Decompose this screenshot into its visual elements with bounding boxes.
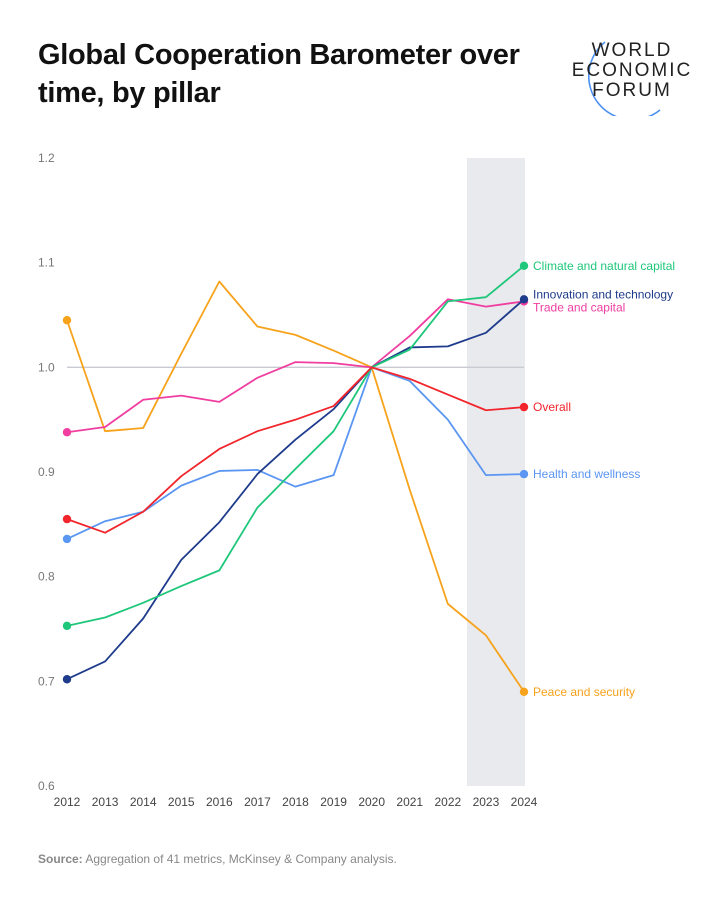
series-label: Innovation and technology — [533, 287, 673, 301]
x-tick-label: 2022 — [434, 795, 461, 809]
series-label: Overall — [533, 400, 571, 414]
shaded-region — [466, 158, 525, 786]
source-note: Source: Aggregation of 41 metrics, McKin… — [38, 852, 397, 866]
x-tick-label: 2024 — [511, 795, 538, 809]
start-point — [62, 621, 72, 631]
y-tick-label: 0.9 — [38, 465, 55, 479]
y-tick-label: 1.1 — [38, 256, 55, 270]
series-line — [66, 298, 525, 681]
y-tick-label: 0.7 — [38, 674, 55, 688]
x-tick-label: 2019 — [320, 795, 347, 809]
series-line — [66, 265, 525, 627]
source-text: Aggregation of 41 metrics, McKinsey & Co… — [82, 852, 397, 866]
series-line — [66, 366, 525, 534]
x-tick-label: 2023 — [473, 795, 500, 809]
series-line — [66, 280, 525, 693]
chart-title: Global Cooperation Barometer over time, … — [38, 39, 520, 109]
start-point — [62, 534, 72, 544]
start-point — [62, 514, 72, 524]
x-tick-label: 2020 — [358, 795, 385, 809]
x-tick-label: 2012 — [54, 795, 81, 809]
x-tick-label: 2013 — [92, 795, 119, 809]
x-tick-label: 2014 — [130, 795, 157, 809]
x-tick-label: 2017 — [244, 795, 271, 809]
series-label: Health and wellness — [533, 467, 640, 481]
x-tick-label: 2018 — [282, 795, 309, 809]
series-label: Peace and security — [533, 685, 635, 699]
y-tick-label: 1.0 — [38, 360, 55, 374]
end-point — [519, 261, 529, 271]
start-point — [62, 316, 72, 325]
logo-line-3: FORUM — [592, 80, 672, 101]
end-point — [519, 469, 529, 479]
y-tick-label: 0.8 — [38, 570, 55, 584]
y-tick-label: 0.6 — [38, 779, 55, 793]
end-point — [519, 687, 529, 696]
end-point — [519, 402, 529, 412]
wef-logo: WORLD ECONOMIC FORUM — [572, 40, 693, 116]
series-line — [66, 298, 525, 434]
series-line — [66, 366, 525, 540]
series-label: Trade and capital — [533, 300, 625, 314]
series-label: Climate and natural capital — [533, 259, 675, 273]
x-tick-label: 2015 — [168, 795, 195, 809]
y-tick-label: 1.2 — [38, 151, 55, 165]
source-label: Source: — [38, 852, 83, 866]
start-point — [62, 675, 72, 684]
logo-arc — [587, 41, 661, 116]
logo-line-1: WORLD — [592, 40, 673, 61]
end-point — [519, 295, 529, 304]
x-tick-label: 2016 — [206, 795, 233, 809]
x-tick-label: 2021 — [396, 795, 423, 809]
start-point — [62, 428, 72, 437]
logo-line-2: ECONOMIC — [572, 60, 693, 81]
